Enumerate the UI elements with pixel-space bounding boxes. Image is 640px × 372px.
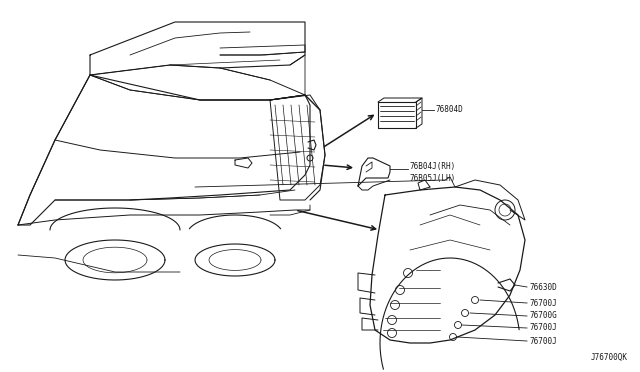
Text: J76700QK: J76700QK bbox=[591, 353, 628, 362]
Text: 76804D: 76804D bbox=[436, 106, 464, 115]
Text: 76B05J(LH): 76B05J(LH) bbox=[410, 173, 456, 183]
Text: 76B04J(RH): 76B04J(RH) bbox=[410, 161, 456, 170]
Text: 76700J: 76700J bbox=[529, 324, 557, 333]
Text: 76700J: 76700J bbox=[529, 298, 557, 308]
Text: 76700J: 76700J bbox=[529, 337, 557, 346]
Text: 76630D: 76630D bbox=[529, 282, 557, 292]
Text: 76700G: 76700G bbox=[529, 311, 557, 321]
